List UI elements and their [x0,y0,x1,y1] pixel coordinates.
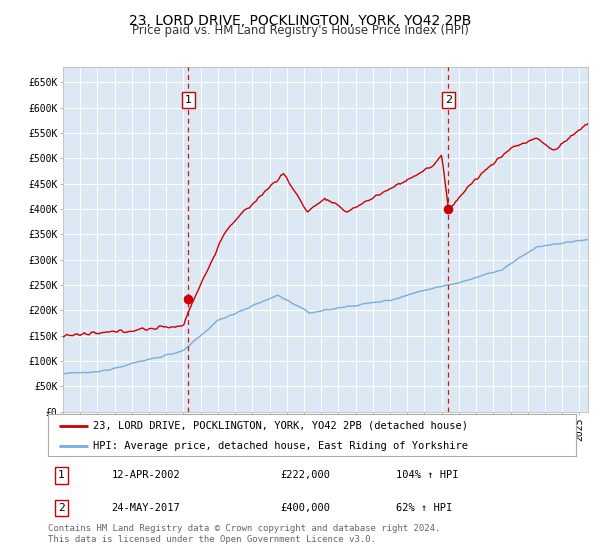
Text: 104% ↑ HPI: 104% ↑ HPI [397,470,459,480]
Text: 12-APR-2002: 12-APR-2002 [112,470,180,480]
Text: 24-MAY-2017: 24-MAY-2017 [112,503,180,513]
Text: 23, LORD DRIVE, POCKLINGTON, YORK, YO42 2PB (detached house): 23, LORD DRIVE, POCKLINGTON, YORK, YO42 … [93,421,468,431]
Text: Price paid vs. HM Land Registry's House Price Index (HPI): Price paid vs. HM Land Registry's House … [131,24,469,37]
Text: HPI: Average price, detached house, East Riding of Yorkshire: HPI: Average price, detached house, East… [93,441,468,451]
Text: 23, LORD DRIVE, POCKLINGTON, YORK, YO42 2PB: 23, LORD DRIVE, POCKLINGTON, YORK, YO42 … [129,14,471,28]
Text: 1: 1 [58,470,65,480]
Text: £400,000: £400,000 [280,503,331,513]
Text: Contains HM Land Registry data © Crown copyright and database right 2024.
This d: Contains HM Land Registry data © Crown c… [48,524,440,544]
Text: 62% ↑ HPI: 62% ↑ HPI [397,503,453,513]
Point [184,295,193,304]
Text: 1: 1 [185,95,192,105]
Text: 2: 2 [58,503,65,513]
Point [443,204,453,213]
Text: £222,000: £222,000 [280,470,331,480]
Text: 2: 2 [445,95,452,105]
